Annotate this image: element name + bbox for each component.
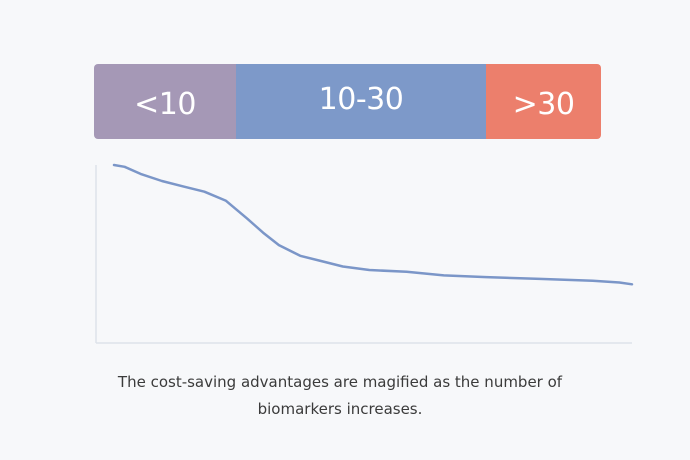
chart-caption: The cost-saving advantages are magified … [60,369,620,423]
cost-curve-line [112,163,634,286]
caption-line-1: The cost-saving advantages are magified … [117,373,563,391]
band-10-to-30: 10-30 [236,64,486,139]
band-10-to-30-label: 10-30 [318,81,404,117]
band-under-10: <10 [94,64,236,139]
band-over-30: >30 [486,64,601,139]
band-under-10-label: <10 [134,86,196,122]
band-over-30-label: >30 [512,86,575,122]
category-band-bar: <10 10-30 >30 [94,64,601,139]
caption-line-2: biomarkers increases. [257,400,423,418]
